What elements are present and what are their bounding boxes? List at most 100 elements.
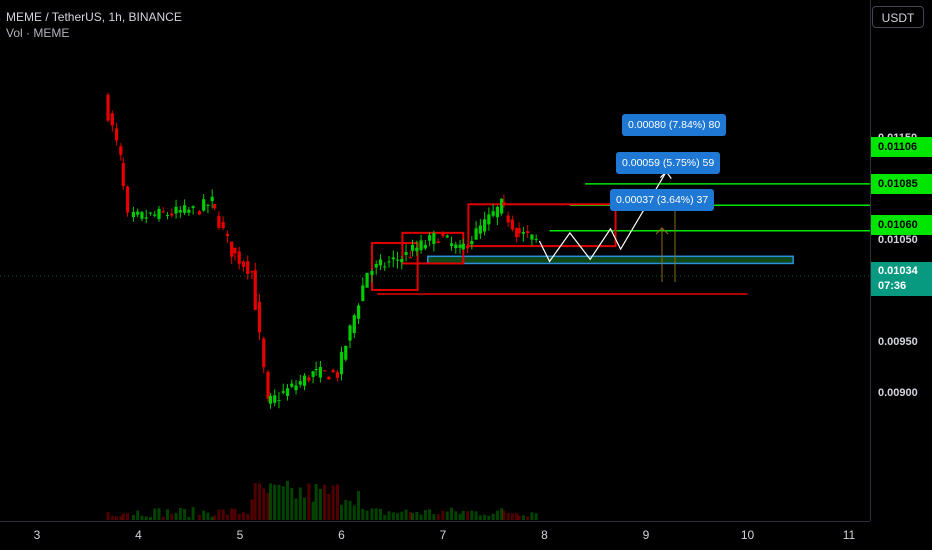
volume-bar — [335, 484, 339, 520]
candle-body — [478, 225, 482, 234]
candle-body — [202, 199, 206, 211]
volume-bar — [178, 507, 182, 520]
candle-body — [246, 261, 250, 274]
last-price-value: 0.01034 — [878, 265, 918, 277]
volume-bar — [530, 512, 534, 520]
volume-bar — [458, 513, 462, 520]
volume-bar — [365, 510, 369, 520]
volume-bar — [253, 483, 257, 520]
bar-countdown: 07:36 — [878, 280, 907, 292]
volume-bar — [290, 488, 294, 520]
time-tick: 8 — [541, 528, 548, 542]
volume-bar — [230, 508, 234, 520]
volume-bar — [500, 508, 504, 520]
candle-body — [318, 367, 322, 378]
legend: MEME / TetherUS, 1h, BINANCE Vol · MEME — [6, 9, 182, 41]
candle-body — [241, 261, 246, 267]
volume-bar — [237, 513, 241, 520]
volume-bar — [408, 511, 412, 520]
volume-bar — [262, 488, 266, 520]
candle-body — [250, 271, 254, 273]
volume-bar — [495, 510, 499, 520]
candle-body — [281, 391, 285, 393]
candle-body — [114, 128, 119, 141]
candle-body — [361, 285, 365, 301]
candle-body — [119, 146, 123, 155]
candle-body — [370, 270, 374, 275]
volume-bar — [445, 511, 449, 520]
last-price-label: 0.01034 07:36 — [871, 262, 932, 296]
candle-body — [404, 252, 408, 255]
projection-path — [538, 171, 667, 263]
volume-bar — [281, 486, 285, 520]
time-tick: 6 — [338, 528, 345, 542]
candle-body — [148, 212, 153, 214]
candle-body — [530, 234, 534, 240]
time-tick: 4 — [135, 528, 142, 542]
candle-body — [161, 211, 165, 213]
volume-bar — [344, 499, 348, 520]
volume-bar — [432, 514, 436, 520]
volume-bar — [266, 493, 270, 520]
time-tick: 10 — [740, 528, 755, 542]
volume-bar — [241, 512, 245, 520]
candle-body — [253, 270, 257, 311]
volume-bar — [294, 498, 298, 520]
volume-bar — [286, 480, 290, 520]
volume-bar — [450, 507, 454, 520]
candle-body — [441, 232, 445, 237]
volume-bar — [361, 508, 365, 520]
measure-label-59[interactable]: 0.00059 (5.75%) 59 — [616, 152, 721, 174]
candle-body — [410, 244, 415, 251]
candle-body — [387, 261, 391, 263]
volume-indicator-label: Vol · MEME — [6, 26, 70, 40]
range-box — [370, 242, 419, 291]
volume-bar — [491, 513, 495, 520]
volume-bar — [415, 512, 419, 520]
volume-bar — [311, 501, 315, 520]
candle-body — [502, 202, 506, 206]
candle-body — [352, 315, 356, 333]
candle-body — [170, 213, 174, 216]
candle-body — [206, 204, 210, 206]
candle-body — [225, 233, 230, 236]
candle-body — [210, 196, 214, 202]
candle-body — [273, 395, 277, 403]
candle-body — [144, 217, 148, 219]
volume-bar — [314, 484, 318, 520]
time-tick: 11 — [842, 528, 856, 542]
candle-body — [374, 263, 378, 268]
candle-body — [294, 385, 298, 391]
volume-bar — [277, 484, 281, 520]
volume-bar — [110, 515, 114, 520]
volume-bar — [233, 508, 237, 520]
volume-bar — [183, 509, 187, 520]
volume-bar — [303, 497, 307, 520]
volume-bar — [161, 516, 165, 520]
candle-body — [121, 163, 125, 187]
candle-body — [182, 205, 187, 213]
candle-body — [487, 214, 491, 225]
candle-body — [262, 338, 266, 368]
volume-bar — [191, 507, 195, 520]
currency-button[interactable]: USDT — [872, 6, 924, 28]
volume-bar — [131, 514, 135, 520]
volume-bar — [170, 513, 174, 520]
candle-body — [506, 215, 510, 223]
volume-bar — [370, 508, 374, 520]
candle-body — [140, 212, 144, 219]
candle-body — [470, 240, 474, 245]
measure-label-37[interactable]: 0.00037 (3.64%) 37 — [610, 189, 715, 211]
volume-bar — [526, 516, 530, 520]
volume-bar — [331, 485, 335, 520]
volume-bar — [221, 509, 225, 520]
candle-body — [491, 211, 495, 216]
price-tick: 0.00900 — [878, 387, 918, 399]
measure-label-80[interactable]: 0.00080 (7.84%) 80 — [622, 114, 727, 136]
candle-body — [285, 388, 290, 397]
candle-body — [526, 231, 530, 234]
candle-body — [415, 247, 419, 252]
volume-bar — [166, 509, 170, 520]
